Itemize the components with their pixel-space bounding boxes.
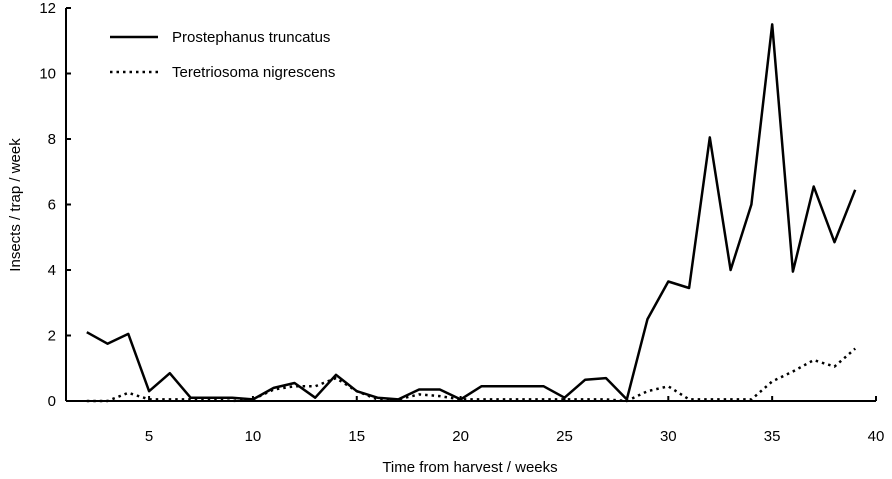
- x-tick-label: 20: [452, 428, 469, 445]
- y-tick-label: 0: [48, 393, 56, 410]
- ticks: 0 2 4 6 8 10 12 5 10 15 20 25 30 35 40: [39, 0, 884, 445]
- x-tick-label: 35: [764, 428, 781, 445]
- y-tick-label: 4: [48, 262, 56, 279]
- x-tick-label: 30: [660, 428, 677, 445]
- x-tick-label: 10: [245, 428, 262, 445]
- x-tick-label: 25: [556, 428, 573, 445]
- series-lines: [86, 23, 857, 403]
- y-tick-label: 6: [48, 197, 56, 214]
- y-tick-label: 8: [48, 131, 56, 148]
- series-line-1: [86, 23, 857, 401]
- x-tick-label: 40: [868, 428, 885, 445]
- legend-label-2: Teretriosoma nigrescens: [172, 64, 335, 81]
- x-axis-title: Time from harvest / weeks: [382, 459, 557, 476]
- x-tick-label: 15: [348, 428, 365, 445]
- y-tick-label: 12: [39, 0, 56, 17]
- y-tick-label: 2: [48, 328, 56, 345]
- x-tick-label: 5: [145, 428, 153, 445]
- y-axis-title: Insects / trap / week: [7, 138, 24, 272]
- legend: Prostephanus truncatus Teretriosoma nigre…: [110, 29, 335, 81]
- legend-label-1: Prostephanus truncatus: [172, 29, 330, 46]
- series-line-2: [86, 347, 857, 403]
- y-tick-label: 10: [39, 66, 56, 83]
